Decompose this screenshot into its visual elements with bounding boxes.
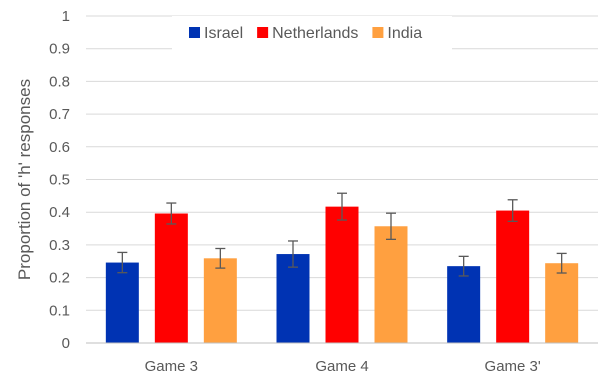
legend-background bbox=[172, 16, 452, 52]
bar bbox=[325, 206, 359, 343]
bar bbox=[105, 262, 139, 343]
y-axis-label: Proportion of 'h' responses bbox=[15, 79, 34, 280]
error-bars bbox=[117, 192, 567, 277]
y-tick-label: 1 bbox=[62, 8, 70, 25]
y-tick-label: 0.6 bbox=[49, 139, 70, 156]
y-tick-label: 0.8 bbox=[49, 73, 70, 90]
y-tick-label: 0.7 bbox=[49, 106, 70, 123]
bar bbox=[496, 210, 530, 343]
bars bbox=[105, 206, 579, 343]
legend: Israel Netherlands India bbox=[172, 16, 452, 52]
bar bbox=[154, 213, 188, 343]
legend-label: Israel bbox=[204, 25, 243, 42]
legend-label: India bbox=[387, 25, 422, 42]
legend-swatch bbox=[257, 27, 269, 38]
x-axis-ticks: Game 3 Game 4 Game 3' bbox=[145, 358, 541, 375]
legend-swatch bbox=[372, 27, 384, 38]
y-tick-label: 0.2 bbox=[49, 270, 70, 287]
y-axis-ticks: 0 0.1 0.2 0.3 0.4 0.5 0.6 0.7 0.8 0.9 1 bbox=[49, 8, 70, 352]
bar bbox=[545, 263, 579, 343]
y-tick-label: 0.1 bbox=[49, 302, 70, 319]
bar bbox=[374, 226, 408, 343]
bar bbox=[276, 254, 310, 343]
y-tick-label: 0.9 bbox=[49, 41, 70, 58]
x-tick-label: Game 4 bbox=[315, 358, 368, 375]
bar bbox=[203, 258, 237, 343]
legend-swatch bbox=[189, 27, 200, 38]
x-tick-label: Game 3' bbox=[485, 358, 541, 375]
y-tick-label: 0.3 bbox=[49, 237, 70, 254]
y-tick-label: 0.5 bbox=[49, 172, 70, 189]
legend-label: Netherlands bbox=[272, 25, 358, 42]
bar bbox=[447, 266, 481, 343]
y-tick-label: 0 bbox=[62, 335, 70, 352]
x-tick-label: Game 3 bbox=[145, 358, 198, 375]
y-tick-label: 0.4 bbox=[49, 204, 70, 221]
